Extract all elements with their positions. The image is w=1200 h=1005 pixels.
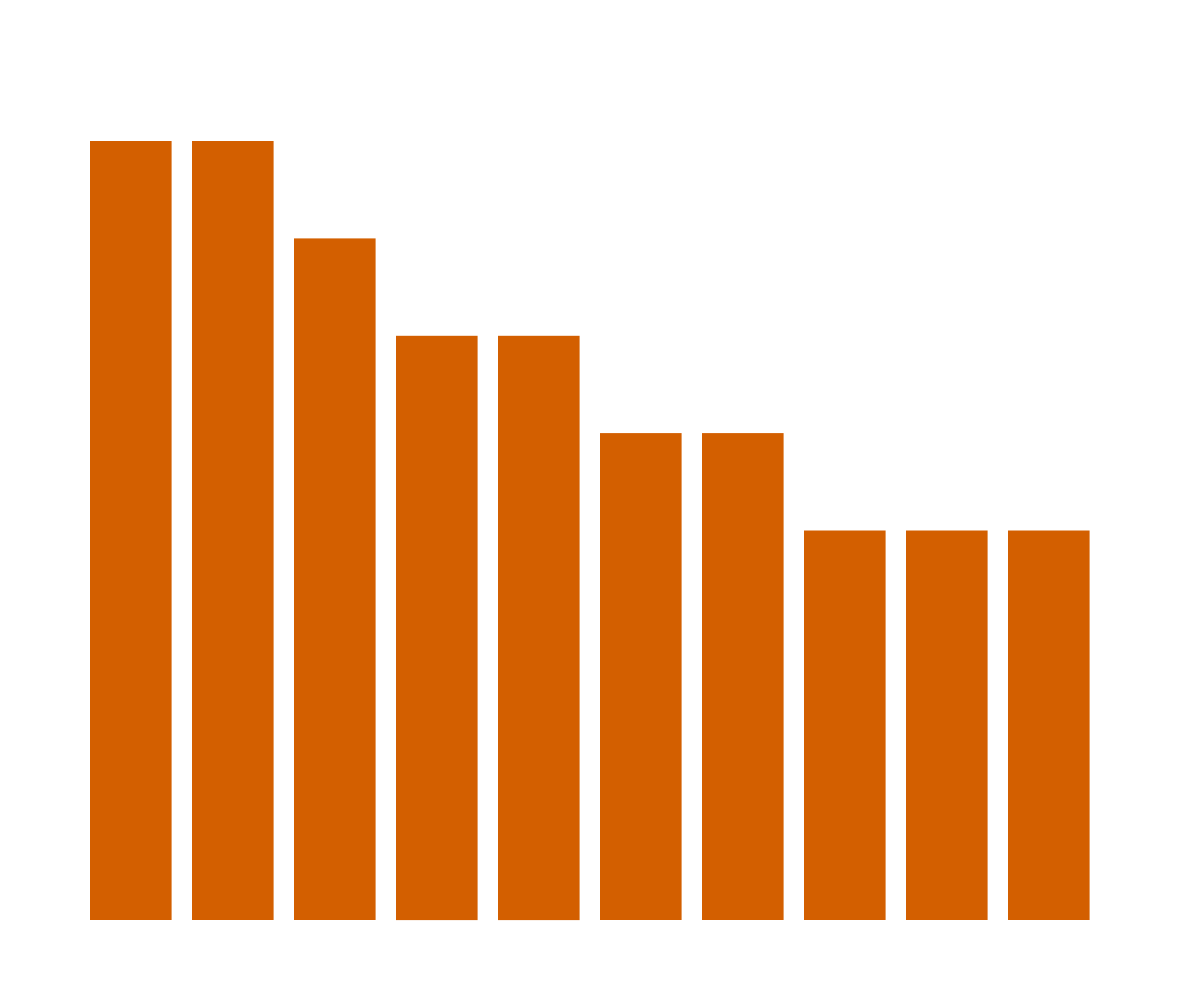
bar-7 bbox=[702, 433, 784, 920]
bar-6 bbox=[600, 433, 682, 920]
bar-1 bbox=[90, 141, 172, 920]
bar-9 bbox=[906, 531, 988, 921]
bar-4 bbox=[396, 336, 478, 920]
bar-2 bbox=[192, 141, 274, 920]
bar-3 bbox=[294, 238, 376, 920]
bar-5 bbox=[498, 336, 580, 920]
bar-8 bbox=[804, 531, 886, 921]
bar-10 bbox=[1008, 531, 1090, 921]
bars-group bbox=[90, 141, 1090, 920]
